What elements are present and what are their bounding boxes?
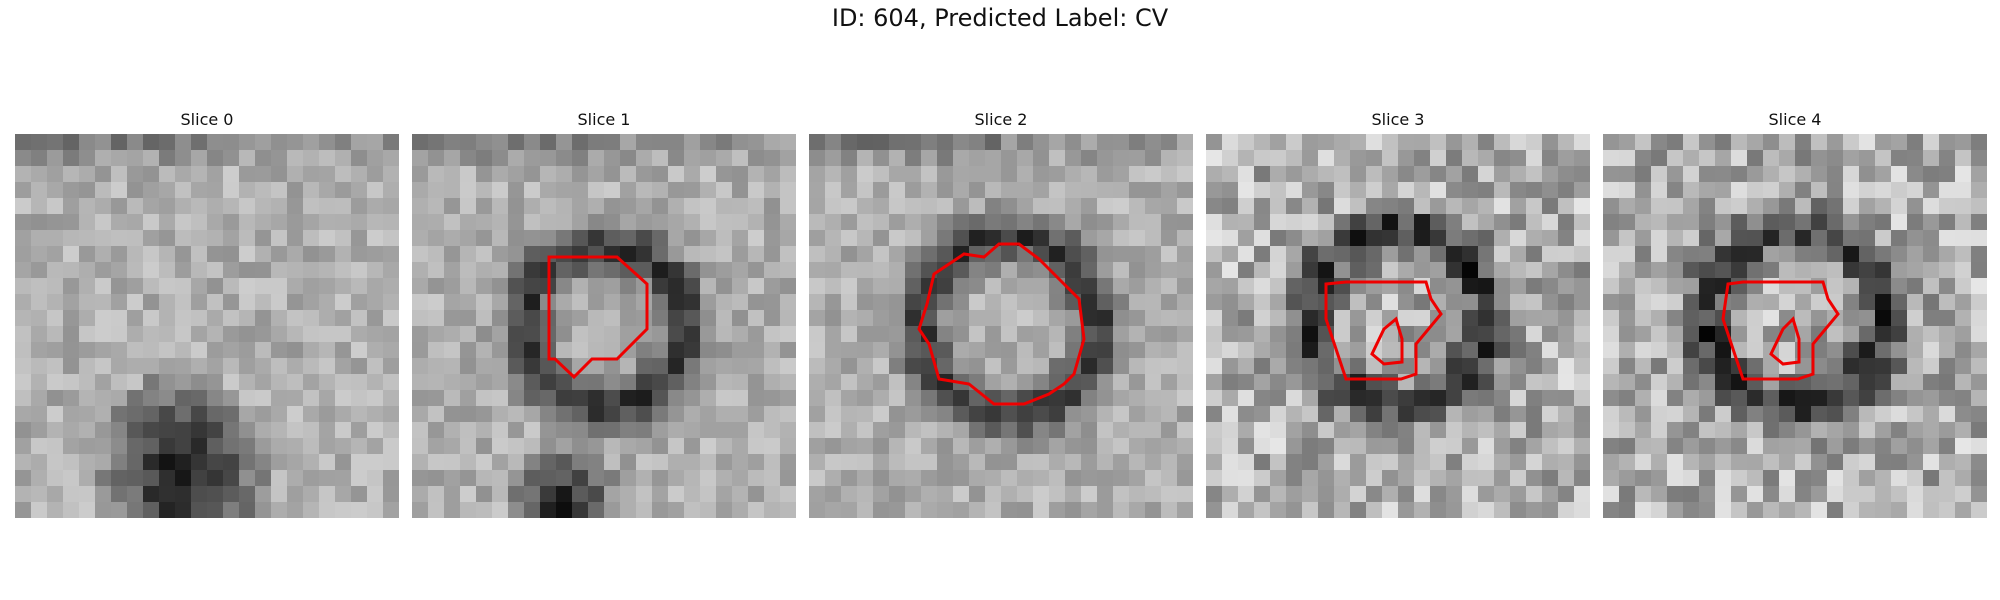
slice-panel-3: Slice 3 <box>1206 108 1590 518</box>
slice-panel-0: Slice 0 <box>15 108 399 518</box>
segmentation-contour <box>1721 280 1840 381</box>
segmentation-contour <box>917 242 1086 406</box>
slice-title-3: Slice 3 <box>1371 110 1425 129</box>
slice-panel-4: Slice 4 <box>1603 108 1987 518</box>
slice-image-3 <box>1206 134 1590 518</box>
slice-image-2 <box>809 134 1193 518</box>
segmentation-contour-inner <box>1370 316 1404 366</box>
slice-title-2: Slice 2 <box>974 110 1028 129</box>
segmentation-contour <box>1324 280 1443 381</box>
slice-title-0: Slice 0 <box>180 110 234 129</box>
slice-image-0 <box>15 134 399 518</box>
figure-title: ID: 604, Predicted Label: CV <box>831 4 1169 32</box>
segmentation-contour-inner <box>1769 316 1801 366</box>
slice-title-1: Slice 1 <box>577 110 631 129</box>
slice-image-4 <box>1603 134 1987 518</box>
segmentation-contour <box>547 255 649 380</box>
slice-title-4: Slice 4 <box>1768 110 1822 129</box>
slice-panel-1: Slice 1 <box>412 108 796 518</box>
slice-panel-2: Slice 2 <box>809 108 1193 518</box>
slice-image-1 <box>412 134 796 518</box>
